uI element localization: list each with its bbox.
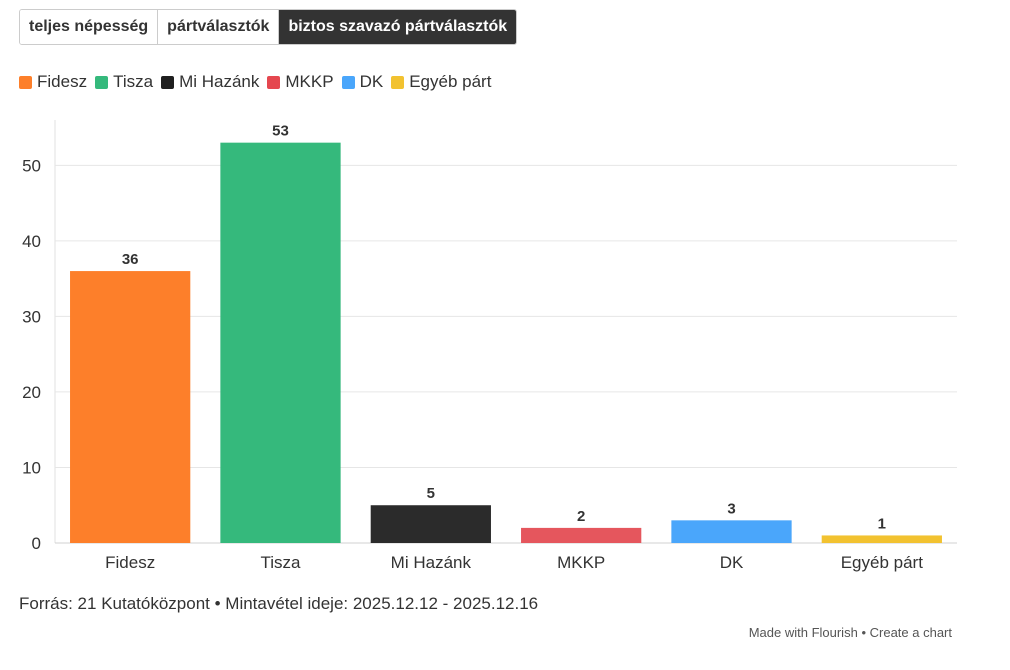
- bar-fidesz: [70, 271, 191, 543]
- create-chart-link[interactable]: Create a chart: [869, 625, 952, 640]
- y-tick-label-10: 10: [22, 458, 41, 477]
- legend-swatch-dk: [341, 75, 355, 89]
- data-label-tisza: 53: [272, 123, 289, 140]
- y-tick-label-40: 40: [22, 232, 41, 251]
- x-tick-label-fidesz: Fidesz: [105, 553, 155, 572]
- legend: Fidesz Tisza Mi Hazánk MKKP DK Egyéb pár…: [19, 72, 499, 92]
- legend-label-tisza: Tisza: [113, 72, 154, 91]
- x-tick-label-egy-b-p-rt: Egyéb párt: [841, 553, 923, 572]
- tab-teljes-nepesseg[interactable]: teljes népesség: [20, 10, 159, 44]
- legend-item-mi-hazank[interactable]: Mi Hazánk: [161, 72, 259, 92]
- legend-item-tisza[interactable]: Tisza: [95, 72, 153, 92]
- legend-label-dk: DK: [359, 72, 384, 91]
- x-tick-label-dk: DK: [720, 553, 744, 572]
- legend-label-egyeb-part: Egyéb párt: [409, 72, 492, 91]
- legend-swatch-mi-hazank: [161, 75, 175, 89]
- legend-swatch-mkkp: [267, 75, 281, 89]
- bar-dk: [671, 520, 792, 543]
- data-label-mi-haz-nk: 5: [427, 485, 435, 502]
- legend-swatch-tisza: [95, 75, 109, 89]
- legend-item-egyeb-part[interactable]: Egyéb párt: [391, 72, 491, 92]
- made-with-flourish-link[interactable]: Made with Flourish: [748, 625, 858, 640]
- legend-label-mkkp: MKKP: [285, 72, 334, 91]
- legend-swatch-egyeb-part: [391, 75, 405, 89]
- data-label-egy-b-p-rt: 1: [878, 515, 886, 532]
- tab-partvalasztok[interactable]: pártválasztók: [158, 10, 280, 44]
- bar-chart: 0 10 20 30 40 50 36 Fidesz 53 Tisza 5 Mi Hazánk 2 MKK…: [22, 120, 957, 572]
- credit-separator: •: [861, 625, 866, 640]
- y-tick-label-20: 20: [22, 383, 41, 402]
- source-note: Forrás: 21 Kutatóközpont • Mintavétel id…: [19, 594, 539, 613]
- y-tick-label-30: 30: [22, 307, 41, 326]
- y-tick-label-50: 50: [22, 156, 41, 175]
- bar-tisza: [220, 142, 341, 543]
- legend-label-mi-hazank: Mi Hazánk: [179, 72, 260, 91]
- tab-biztos-szavazo-partvalasztok[interactable]: biztos szavazó pártválasztók: [279, 10, 517, 44]
- x-tick-label-mkkp: MKKP: [557, 553, 605, 572]
- x-tick-label-mi-haz-nk: Mi Hazánk: [391, 553, 472, 572]
- flourish-credit: Made with Flourish • Create a chart: [749, 625, 952, 640]
- legend-label-fidesz: Fidesz: [37, 72, 88, 91]
- bar-mkkp: [521, 527, 642, 543]
- x-tick-label-tisza: Tisza: [261, 553, 302, 572]
- view-tabs: teljes népesség pártválasztók biztos sza…: [19, 9, 518, 45]
- legend-item-mkkp[interactable]: MKKP: [267, 72, 334, 92]
- data-label-mkkp: 2: [577, 508, 585, 525]
- legend-item-fidesz[interactable]: Fidesz: [19, 72, 87, 92]
- bar-mi-haz-nk: [370, 505, 491, 543]
- legend-item-dk[interactable]: DK: [341, 72, 384, 92]
- bar-egy-b-p-rt: [821, 535, 942, 543]
- legend-swatch-fidesz: [19, 75, 32, 89]
- data-label-dk: 3: [727, 500, 735, 517]
- data-label-fidesz: 36: [122, 251, 139, 268]
- y-tick-label-0: 0: [32, 534, 41, 553]
